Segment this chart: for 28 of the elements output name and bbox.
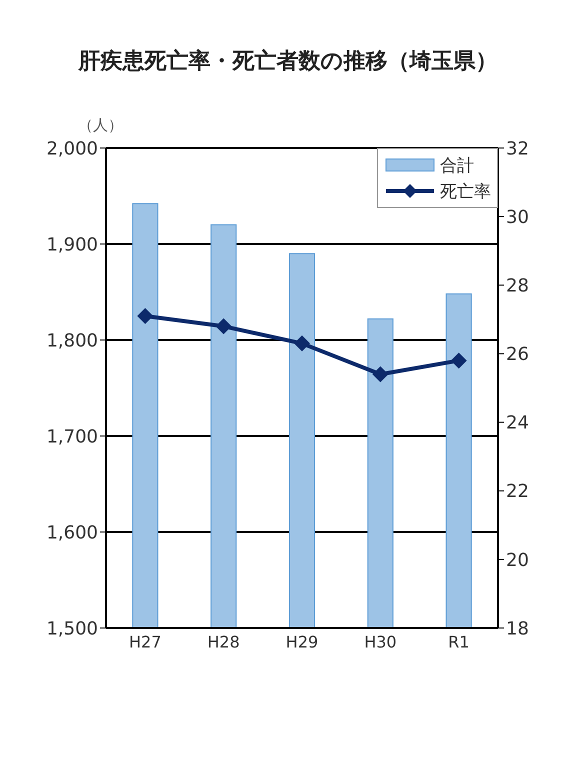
y-tick-label: 1,600 [46,522,98,544]
y2-tick-label: 22 [506,481,529,502]
legend-label: 合計 [440,154,474,176]
point [216,318,232,334]
y-tick-label: 2,000 [46,138,98,160]
y2-tick-label: 28 [506,276,529,297]
x-tick-label: H29 [286,632,318,652]
point [294,335,310,352]
point [137,308,154,324]
y2-tick-label: 26 [506,344,529,366]
point [372,366,388,382]
y2-tick-label: 18 [506,618,529,640]
point [450,352,467,369]
y-tick-label: 1,800 [46,330,98,352]
x-tick-label: R1 [448,632,470,652]
y2-tick-label: 20 [506,550,529,571]
x-tick-label: H27 [129,632,162,652]
chart-title: 肝疾患死亡率・死亡者数の推移（埼玉県） [77,48,498,76]
y-axis-title: （人） [78,116,123,135]
y-tick-label: 1,900 [46,234,98,256]
x-tick-label: H30 [364,632,397,652]
y-tick-label: 1,500 [46,618,98,640]
legend-label: 死亡率 [440,180,491,202]
x-tick-label: H28 [207,632,240,652]
y2-tick-label: 32 [506,138,529,160]
y2-tick-label: 24 [506,412,529,434]
y-tick-label: 1,700 [46,426,98,448]
y2-tick-label: 30 [506,206,529,228]
